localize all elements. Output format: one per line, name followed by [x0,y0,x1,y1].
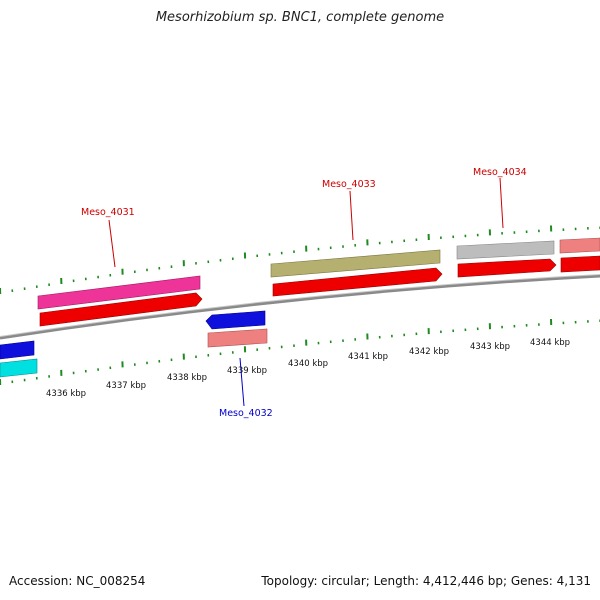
feature-meso-4034-cds[interactable] [456,240,555,260]
scale-label: 4342 kbp [409,347,449,357]
feature-next-cds[interactable] [559,237,600,254]
forward-features [37,237,600,327]
backbone-circle-arc [0,274,600,340]
genome-summary-label: Topology: circular; Length: 4,412,446 bp… [261,574,591,588]
scale-label: 4337 kbp [106,381,146,391]
scale-label: 4344 kbp [530,338,570,348]
inner-dotted-track [0,318,600,386]
feature-meso-4031-cds[interactable] [37,275,201,310]
scale-label: 4336 kbp [46,389,86,399]
scale-label: 4338 kbp [167,373,207,383]
scale-label: 4340 kbp [288,359,328,369]
gene-arrow-meso-4033[interactable] [272,267,443,297]
gene-labels: Meso_4031 Meso_4033 Meso_4034 Meso_4032 [81,167,527,419]
gene-label-meso-4032[interactable]: Meso_4032 [219,408,273,419]
gene-arrow-meso-4032[interactable] [205,310,266,330]
map-title: Mesorhizobium sp. BNC1, complete genome [155,10,445,25]
outer-dotted-track [0,225,600,295]
feature-meso-4032-cds[interactable] [207,328,268,348]
label-leader-lines [108,177,504,407]
gene-label-meso-4031[interactable]: Meso_4031 [81,207,135,218]
feature-left-edge-cds[interactable] [0,358,38,378]
reverse-features [0,310,268,378]
gene-arrow-meso-4031[interactable] [39,292,203,327]
accession-label: Accession: NC_008254 [9,574,146,588]
scale-label: 4343 kbp [470,342,510,352]
gene-arrow-meso-4034[interactable] [457,258,557,278]
feature-meso-4033-cds[interactable] [270,249,441,278]
gene-arrow-next[interactable] [560,255,600,273]
gene-label-meso-4034[interactable]: Meso_4034 [473,167,527,178]
scale-label: 4341 kbp [348,352,388,362]
gene-label-meso-4033[interactable]: Meso_4033 [322,179,376,190]
scale-label: 4339 kbp [227,366,267,376]
backbone-highlight [0,274,600,337]
gene-arrow-left-edge[interactable] [0,340,35,360]
scale-labels: 4336 kbp 4337 kbp 4338 kbp 4339 kbp 4340… [46,338,570,399]
